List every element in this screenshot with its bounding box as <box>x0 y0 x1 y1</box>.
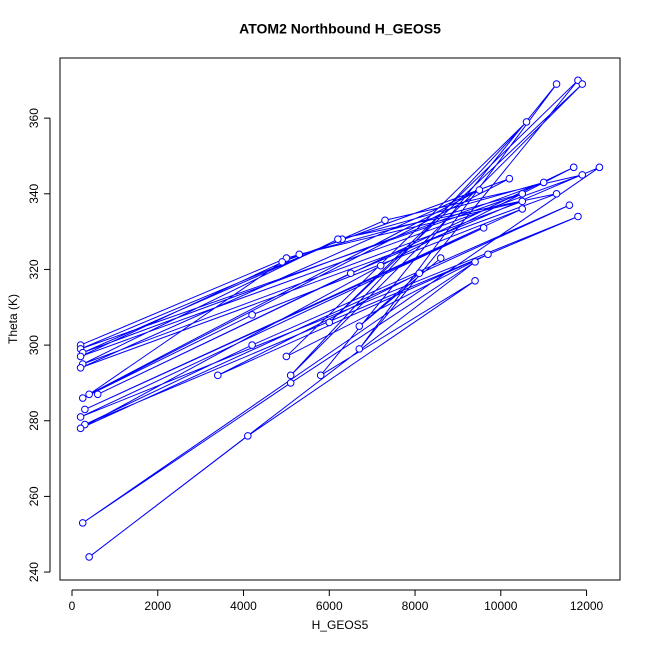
data-point <box>518 205 527 213</box>
y-axis-label: Theta (K) <box>6 294 20 344</box>
data-point <box>85 553 93 561</box>
y-tick-label: 340 <box>27 183 41 203</box>
x-tick-label: 2000 <box>144 599 171 613</box>
data-line <box>80 79 600 558</box>
data-point <box>415 269 424 278</box>
y-tick-label: 320 <box>27 259 41 279</box>
data-point <box>376 261 385 270</box>
x-tick-label: 8000 <box>402 599 429 613</box>
data-point <box>471 258 479 266</box>
data-point <box>334 235 342 243</box>
x-tick-label: 0 <box>69 599 76 613</box>
data-point <box>355 345 364 353</box>
x-axis-label: H_GEOS5 <box>312 618 369 632</box>
data-point <box>244 432 252 440</box>
data-point <box>595 163 604 172</box>
data-point <box>436 254 445 262</box>
y-tick-label: 240 <box>27 562 41 582</box>
data-point <box>355 322 364 330</box>
data-point <box>578 171 587 179</box>
chart-title: ATOM2 Northbound H_GEOS5 <box>239 21 441 37</box>
data-point <box>552 80 561 88</box>
data-point <box>76 352 85 361</box>
y-tick-label: 360 <box>27 108 41 128</box>
y-tick-label: 280 <box>27 410 41 430</box>
data-point <box>518 189 527 198</box>
data-point <box>248 311 256 319</box>
data-point <box>569 163 578 172</box>
data-point <box>286 379 295 387</box>
data-point <box>85 390 93 399</box>
data-point <box>471 276 479 285</box>
x-tick-label: 12000 <box>570 599 604 613</box>
data-point <box>325 318 334 327</box>
data-point <box>316 371 325 380</box>
data-point <box>578 80 587 88</box>
data-point <box>278 258 286 266</box>
y-tick-label: 260 <box>27 486 41 506</box>
y-tick-label: 300 <box>27 335 41 355</box>
data-point <box>76 363 85 372</box>
x-tick-label: 6000 <box>316 599 343 613</box>
data-point <box>282 352 291 361</box>
x-tick-label: 10000 <box>484 599 518 613</box>
data-point <box>522 118 531 126</box>
data-point <box>475 186 484 194</box>
data-point <box>381 216 389 225</box>
data-point <box>565 201 574 209</box>
data-point <box>479 224 488 232</box>
data-point <box>484 250 492 259</box>
x-tick-label: 4000 <box>230 599 257 613</box>
data-point <box>518 197 527 206</box>
data-point <box>552 189 561 198</box>
data-point <box>346 269 355 278</box>
data-point <box>286 371 295 380</box>
data-point <box>213 371 222 380</box>
data-point <box>248 341 256 349</box>
data-point <box>295 250 304 259</box>
data-point <box>574 212 582 221</box>
data-point <box>505 174 514 183</box>
plot-frame <box>59 57 621 581</box>
data-point <box>78 394 87 402</box>
data-point <box>539 178 548 187</box>
data-point <box>93 390 102 399</box>
data-point <box>76 424 85 433</box>
data-point <box>76 413 85 421</box>
data-point <box>78 519 87 527</box>
data-point <box>81 405 89 414</box>
